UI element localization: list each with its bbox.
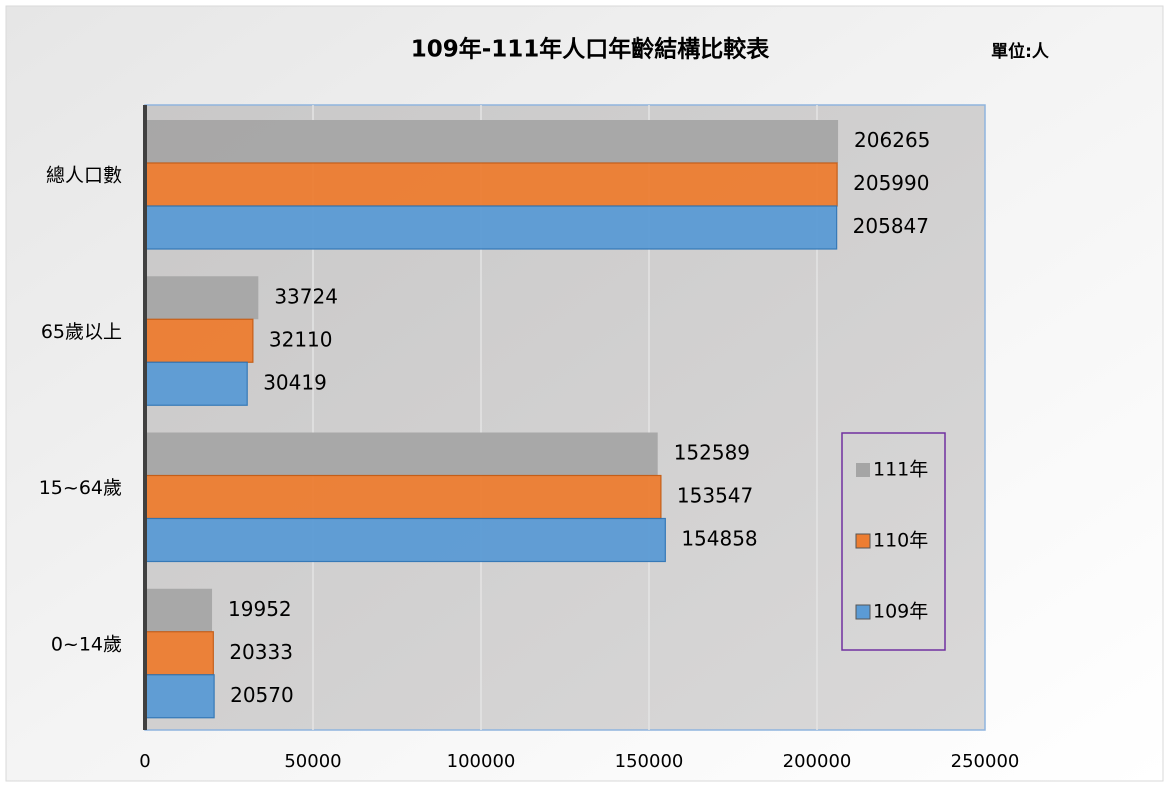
legend-box	[841, 432, 946, 651]
data-label: 153547	[677, 484, 753, 508]
x-tick-label: 200000	[783, 751, 852, 772]
legend-swatch	[856, 463, 870, 477]
data-label: 205847	[853, 214, 929, 238]
data-label: 20333	[229, 640, 293, 664]
data-label: 154858	[681, 527, 757, 551]
data-label: 30419	[263, 370, 327, 394]
legend-label: 110年	[873, 530, 928, 552]
x-tick-label: 150000	[615, 751, 684, 772]
data-label: 19952	[228, 597, 292, 621]
chart-title: 109年-111年人口年齡結構比較表	[411, 36, 771, 63]
unit-label: 單位:人	[991, 41, 1050, 62]
data-label: 206265	[854, 128, 930, 152]
data-label: 33724	[274, 284, 338, 308]
legend-swatch	[855, 604, 871, 620]
y-tick-label: 總人口數	[46, 165, 122, 187]
bar	[144, 361, 248, 406]
legend-label: 109年	[873, 601, 928, 623]
data-label: 205990	[853, 171, 929, 195]
bar	[145, 432, 658, 476]
bar	[144, 474, 662, 520]
data-label: 20570	[230, 683, 294, 707]
y-tick-label: 65歲以上	[41, 321, 122, 343]
bar	[145, 120, 839, 163]
bar	[144, 205, 838, 250]
legend-label: 111年	[873, 459, 928, 481]
bar	[144, 517, 666, 563]
data-label: 152589	[674, 441, 750, 465]
bar	[144, 318, 254, 363]
x-tick-label: 50000	[284, 751, 341, 772]
x-tick-label: 250000	[951, 751, 1020, 772]
data-label: 32110	[269, 327, 333, 351]
bar	[144, 162, 838, 207]
bar	[145, 588, 213, 632]
y-tick-label: 15~64歲	[39, 477, 122, 499]
x-tick-label: 100000	[447, 751, 516, 772]
y-tick-label: 0~14歲	[51, 633, 122, 655]
legend-swatch	[855, 533, 871, 549]
bar	[144, 674, 215, 719]
x-tick-label: 0	[139, 751, 150, 772]
bar	[144, 631, 214, 676]
bar	[145, 276, 259, 320]
